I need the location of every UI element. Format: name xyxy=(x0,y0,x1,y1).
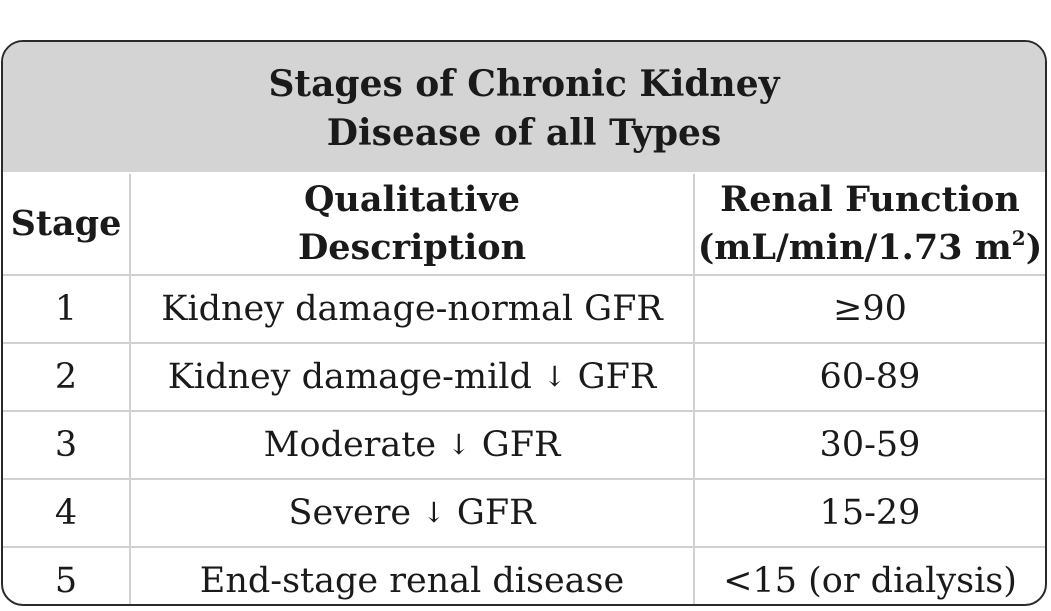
description-cell: Severe ↓ GFR xyxy=(129,479,694,548)
description-text-gfr: GFR xyxy=(445,493,536,533)
description-cell: End-stage renal disease xyxy=(129,547,694,604)
stage-cell: 5 xyxy=(54,561,78,601)
renal-function-cell: 60-89 xyxy=(693,343,1045,412)
stage-cell: 3 xyxy=(3,411,130,480)
header-description-line-1: Qualitative xyxy=(303,179,521,220)
header-renal-function: Renal Function (mL/min/1.73 m2) xyxy=(693,173,1045,276)
header-function-unit: (mL/min/1.73 m xyxy=(697,227,1012,268)
renal-function-cell: <15 (or dialysis) xyxy=(693,547,1045,604)
renal-function-cell: 30-59 xyxy=(693,411,1045,480)
description-text: Moderate xyxy=(263,425,448,465)
renal-function-cell: 15-29 xyxy=(693,479,1045,548)
description-cell: Moderate ↓ GFR xyxy=(129,411,694,480)
renal-function-cell: ≥90 xyxy=(693,275,1045,344)
down-arrow-icon: ↓ xyxy=(447,428,471,461)
description-text-gfr: GFR xyxy=(470,425,561,465)
description-text-gfr: GFR xyxy=(566,357,657,397)
header-function-unit-close: ) xyxy=(1025,227,1043,268)
table-title: Stages of Chronic Kidney Disease of all … xyxy=(3,42,1045,174)
table-row: 4 Severe ↓ GFR 15-29 xyxy=(3,479,1045,548)
header-function-unit-exponent: 2 xyxy=(1011,226,1026,250)
table-title-line-2: Disease of all Types xyxy=(326,112,722,154)
table-row: 5 End-stage renal disease <15 (or dialys… xyxy=(3,547,1045,604)
ckd-stages-table: Stages of Chronic Kidney Disease of all … xyxy=(1,40,1047,606)
table-row: 1 Kidney damage-normal GFR ≥90 xyxy=(3,275,1045,344)
stage-cell: 2 xyxy=(3,343,130,412)
stage-cell: 1 xyxy=(3,275,130,344)
table-title-line-1: Stages of Chronic Kidney xyxy=(268,63,780,105)
header-function-line-2: (mL/min/1.73 m2) xyxy=(695,224,1045,272)
table-grid: Stages of Chronic Kidney Disease of all … xyxy=(3,42,1045,604)
table-row: 2 Kidney damage-mild ↓ GFR 60-89 xyxy=(3,343,1045,412)
stage-cell: 4 xyxy=(3,479,130,548)
description-cell: Kidney damage-mild ↓ GFR xyxy=(129,343,694,412)
description-cell: Kidney damage-normal GFR xyxy=(129,275,694,344)
down-arrow-icon: ↓ xyxy=(543,360,567,393)
header-description-line-2: Description xyxy=(297,227,527,268)
header-row: Stage Qualitative Description Renal Func… xyxy=(3,173,1045,276)
description-text: Severe xyxy=(288,493,423,533)
header-stage: Stage xyxy=(3,173,130,276)
header-description: Qualitative Description xyxy=(129,173,694,276)
down-arrow-icon: ↓ xyxy=(422,496,446,529)
table-row: 3 Moderate ↓ GFR 30-59 xyxy=(3,411,1045,480)
title-row: Stages of Chronic Kidney Disease of all … xyxy=(3,42,1045,174)
header-function-line-1: Renal Function xyxy=(720,179,1020,220)
description-text: Kidney damage-mild xyxy=(167,357,544,397)
